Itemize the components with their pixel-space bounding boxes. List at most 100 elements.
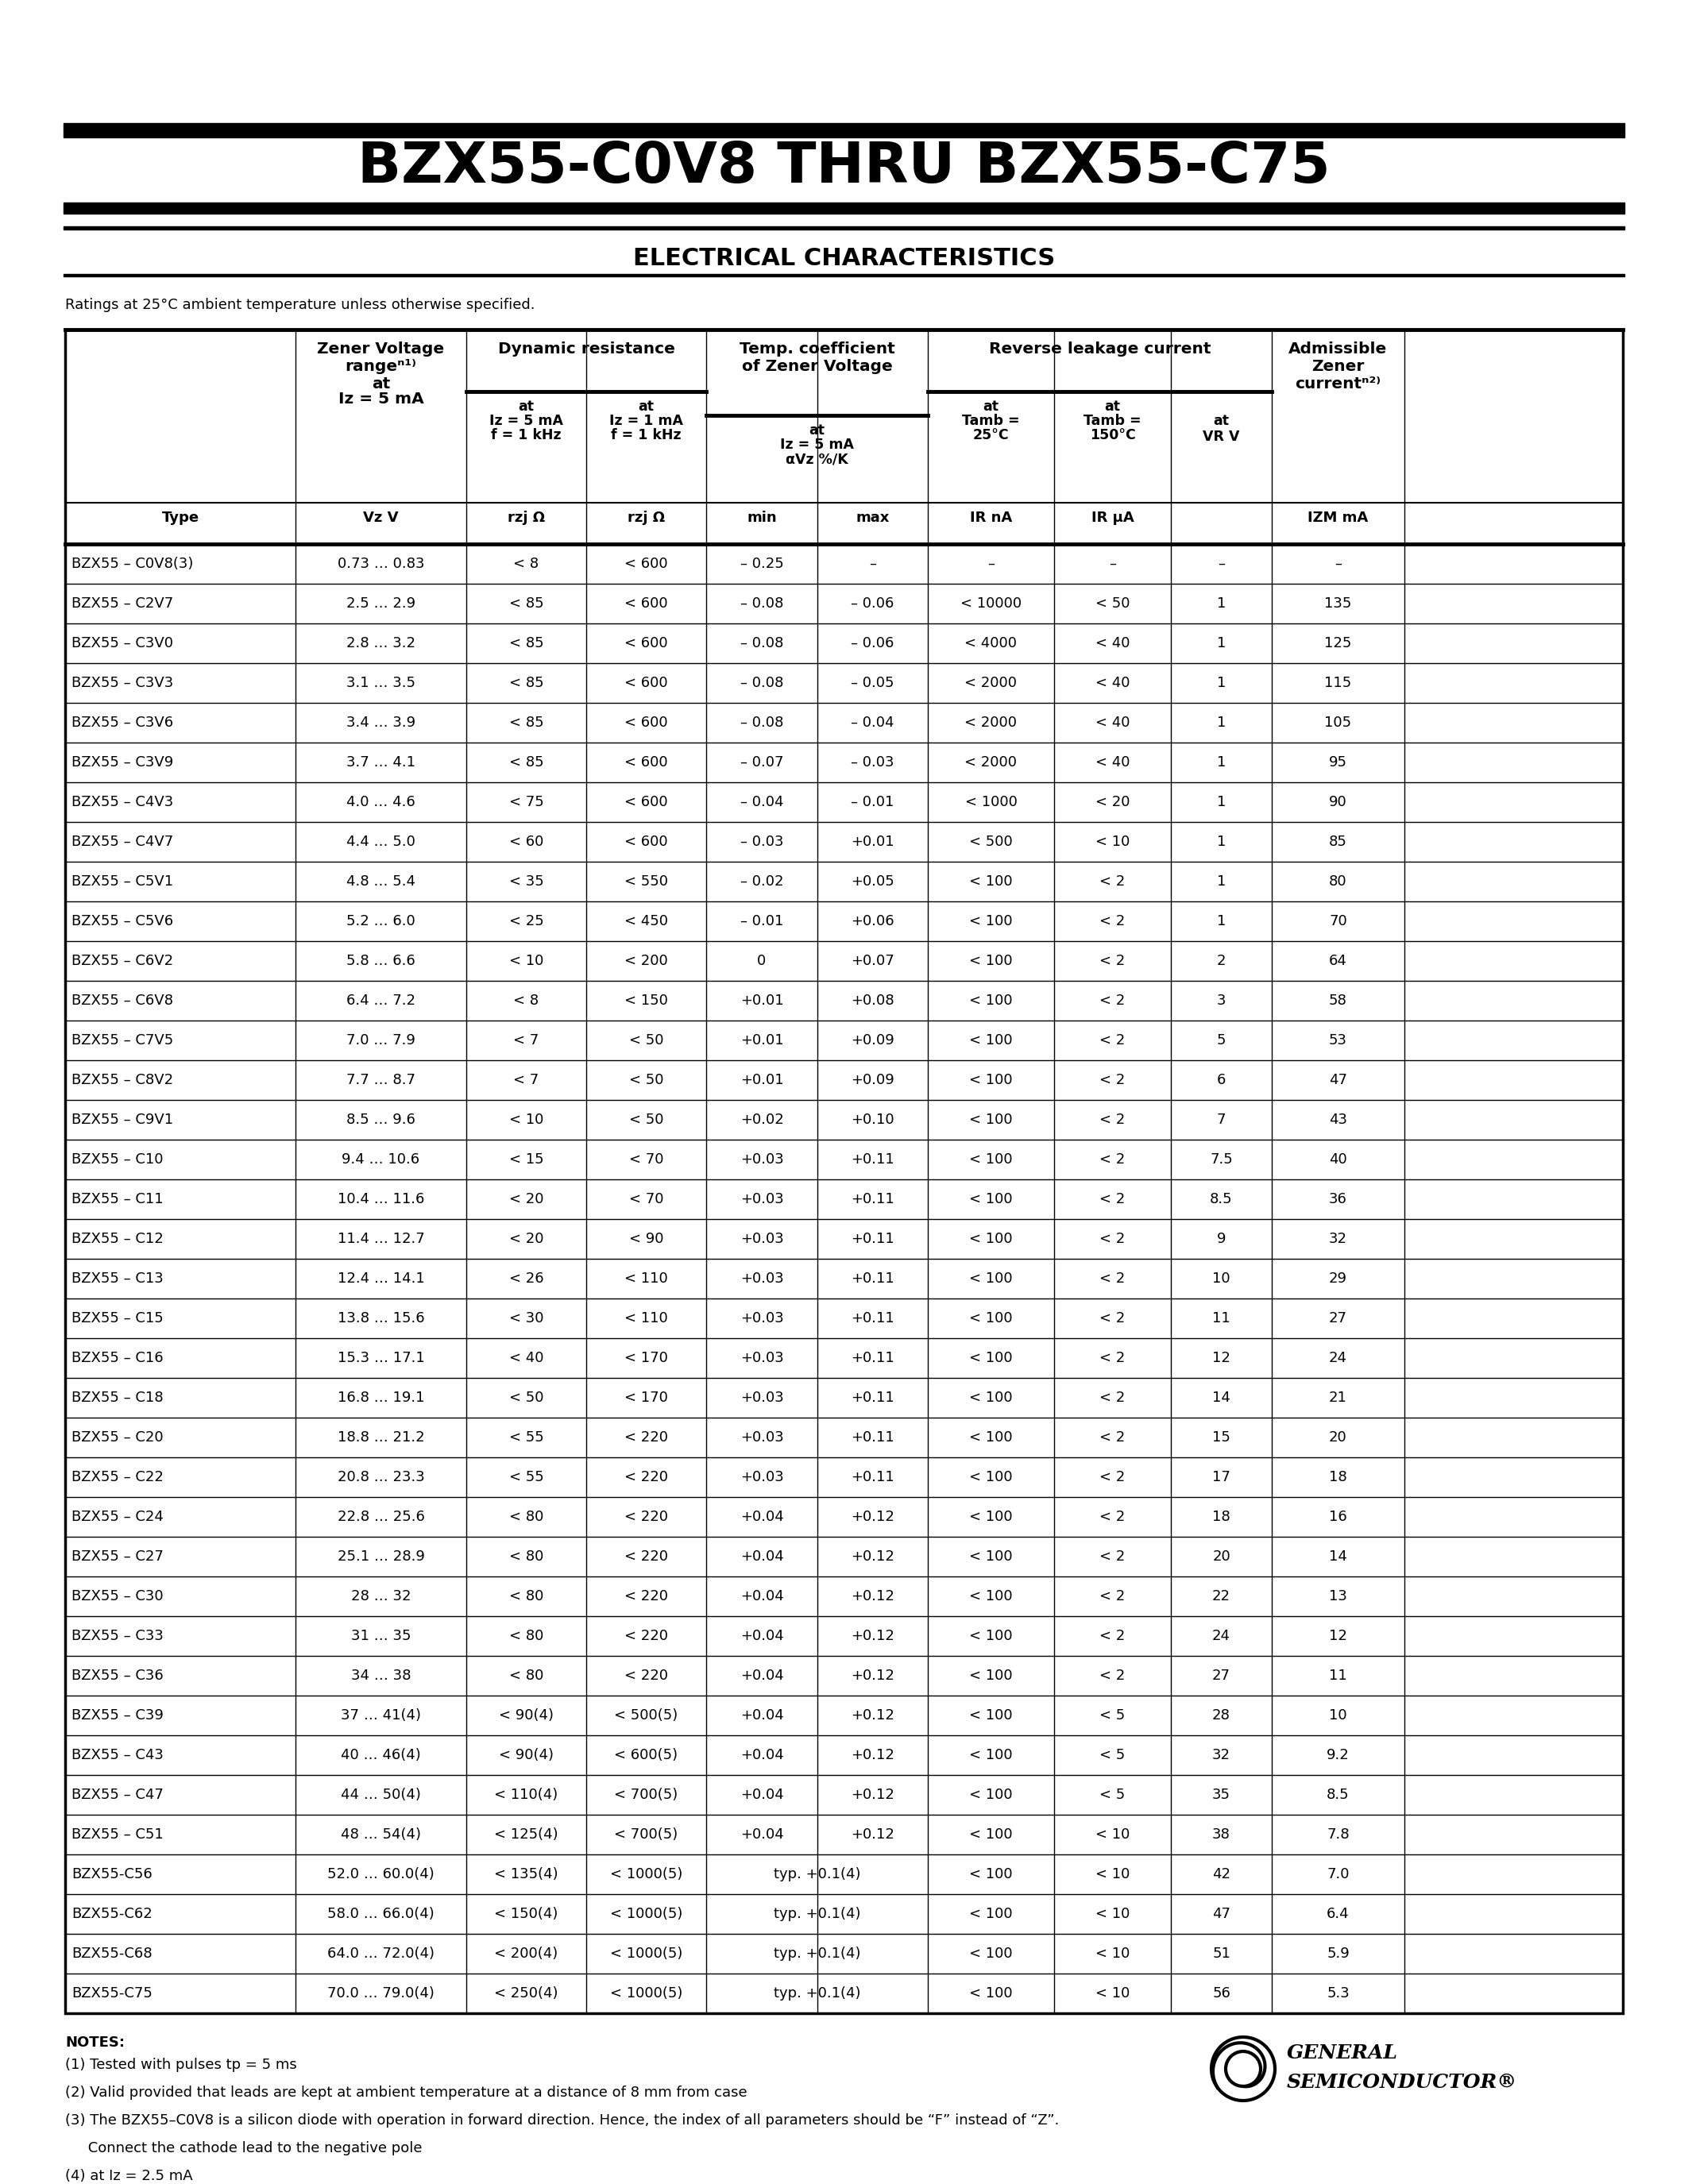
Text: 58.0 … 66.0(4): 58.0 … 66.0(4) (327, 1907, 434, 1922)
Text: 10: 10 (1212, 1271, 1231, 1286)
Text: 3.4 … 3.9: 3.4 … 3.9 (346, 716, 415, 729)
Text: < 10: < 10 (1096, 834, 1129, 850)
Text: 12: 12 (1328, 1629, 1347, 1642)
Text: 18.8 … 21.2: 18.8 … 21.2 (338, 1431, 424, 1444)
Bar (64, 122, 1624, 138)
Text: 29: 29 (1328, 1271, 1347, 1286)
Text: < 50: < 50 (630, 1033, 663, 1048)
Text: < 25: < 25 (508, 915, 544, 928)
Text: f = 1 kHz: f = 1 kHz (491, 428, 562, 443)
Text: 7.8: 7.8 (1327, 1828, 1349, 1841)
Text: < 100: < 100 (969, 1907, 1013, 1922)
Text: < 10: < 10 (1096, 1946, 1129, 1961)
Text: < 2: < 2 (1099, 1232, 1126, 1247)
Text: +0.02: +0.02 (739, 1112, 783, 1127)
Text: BZX55-C62: BZX55-C62 (71, 1907, 152, 1922)
Text: < 110(4): < 110(4) (495, 1789, 559, 1802)
Text: < 110: < 110 (625, 1310, 668, 1326)
Text: BZX55 – C8V2: BZX55 – C8V2 (71, 1072, 174, 1088)
Text: < 100: < 100 (969, 1072, 1013, 1088)
Text: +0.09: +0.09 (851, 1033, 895, 1048)
Text: Iz = 5 mA: Iz = 5 mA (338, 391, 424, 406)
Text: < 100: < 100 (969, 874, 1013, 889)
Text: 3.1 … 3.5: 3.1 … 3.5 (346, 675, 415, 690)
Text: < 70: < 70 (630, 1192, 663, 1206)
Text: < 10: < 10 (510, 1112, 544, 1127)
Text: – 0.03: – 0.03 (851, 756, 895, 769)
Text: 1: 1 (1217, 716, 1225, 729)
Text: < 2000: < 2000 (966, 716, 1018, 729)
Text: +0.01: +0.01 (739, 1033, 783, 1048)
Text: +0.11: +0.11 (851, 1310, 895, 1326)
Text: < 1000(5): < 1000(5) (609, 1867, 682, 1880)
Text: < 2: < 2 (1099, 1629, 1126, 1642)
Text: – 0.06: – 0.06 (851, 636, 895, 651)
Text: 48 … 54(4): 48 … 54(4) (341, 1828, 420, 1841)
Text: BZX55 – C27: BZX55 – C27 (71, 1548, 164, 1564)
Text: 1: 1 (1217, 636, 1225, 651)
Text: 32: 32 (1212, 1747, 1231, 1762)
Text: – 0.04: – 0.04 (851, 716, 895, 729)
Text: < 2000: < 2000 (966, 756, 1018, 769)
Text: BZX55 – C20: BZX55 – C20 (71, 1431, 164, 1444)
Text: +0.11: +0.11 (851, 1470, 895, 1485)
Text: 56: 56 (1212, 1985, 1231, 2001)
Text: < 80: < 80 (510, 1629, 544, 1642)
Text: f = 1 kHz: f = 1 kHz (611, 428, 682, 443)
Text: – 0.06: – 0.06 (851, 596, 895, 612)
Text: 150°C: 150°C (1089, 428, 1136, 443)
Text: +0.10: +0.10 (851, 1112, 895, 1127)
Text: +0.03: +0.03 (739, 1153, 783, 1166)
Text: BZX55 – C10: BZX55 – C10 (71, 1153, 164, 1166)
Text: 43: 43 (1328, 1112, 1347, 1127)
Text: 7.0: 7.0 (1327, 1867, 1349, 1880)
Text: +0.03: +0.03 (739, 1310, 783, 1326)
Text: < 100: < 100 (969, 1352, 1013, 1365)
Text: 40 … 46(4): 40 … 46(4) (341, 1747, 420, 1762)
Text: BZX55 – C2V7: BZX55 – C2V7 (71, 596, 174, 612)
Text: 12: 12 (1212, 1352, 1231, 1365)
Text: < 10: < 10 (1096, 1867, 1129, 1880)
Text: < 2: < 2 (1099, 1352, 1126, 1365)
Text: +0.03: +0.03 (739, 1352, 783, 1365)
Text: (1) Tested with pulses tp = 5 ms: (1) Tested with pulses tp = 5 ms (66, 2057, 297, 2073)
Text: < 150(4): < 150(4) (495, 1907, 559, 1922)
Text: < 2: < 2 (1099, 1033, 1126, 1048)
Text: 70.0 … 79.0(4): 70.0 … 79.0(4) (327, 1985, 434, 2001)
Text: 2.5 … 2.9: 2.5 … 2.9 (346, 596, 415, 612)
Text: 2.8 … 3.2: 2.8 … 3.2 (346, 636, 415, 651)
Text: Admissible: Admissible (1288, 341, 1388, 356)
Text: 32: 32 (1328, 1232, 1347, 1247)
Text: 6: 6 (1217, 1072, 1225, 1088)
Text: +0.12: +0.12 (851, 1828, 895, 1841)
Text: 42: 42 (1212, 1867, 1231, 1880)
Text: +0.08: +0.08 (851, 994, 895, 1007)
Text: –: – (1109, 557, 1116, 570)
Text: < 10: < 10 (510, 954, 544, 968)
Text: < 100: < 100 (969, 1153, 1013, 1166)
Text: +0.11: +0.11 (851, 1153, 895, 1166)
Text: < 2: < 2 (1099, 1271, 1126, 1286)
Text: < 100: < 100 (969, 1548, 1013, 1564)
Text: BZX55 – C13: BZX55 – C13 (71, 1271, 164, 1286)
Text: Zener Voltage: Zener Voltage (317, 341, 444, 356)
Text: +0.12: +0.12 (851, 1509, 895, 1524)
Text: – 0.01: – 0.01 (851, 795, 895, 810)
Text: – 0.01: – 0.01 (739, 915, 783, 928)
Text: – 0.02: – 0.02 (739, 874, 783, 889)
Text: < 100: < 100 (969, 1192, 1013, 1206)
Text: 1: 1 (1217, 756, 1225, 769)
Text: < 200: < 200 (625, 954, 668, 968)
Text: typ. +0.1(4): typ. +0.1(4) (773, 1946, 861, 1961)
Text: < 170: < 170 (625, 1352, 668, 1365)
Text: < 100: < 100 (969, 1708, 1013, 1723)
Bar (64, 227, 1624, 229)
Text: < 600(5): < 600(5) (614, 1747, 679, 1762)
Text: < 100: < 100 (969, 1310, 1013, 1326)
Text: < 85: < 85 (510, 716, 544, 729)
Text: < 85: < 85 (510, 596, 544, 612)
Text: < 40: < 40 (1096, 675, 1129, 690)
Text: < 55: < 55 (508, 1431, 544, 1444)
Text: < 100: < 100 (969, 1590, 1013, 1603)
Text: < 2: < 2 (1099, 1391, 1126, 1404)
